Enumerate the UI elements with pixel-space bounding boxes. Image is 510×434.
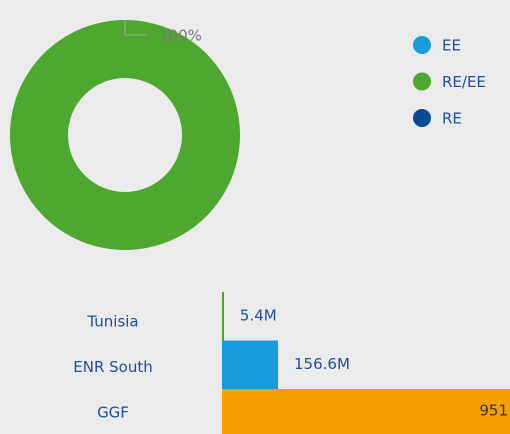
data-label: 100% (159, 27, 202, 45)
category-label: ENR South (73, 358, 152, 376)
leader-line (124, 20, 147, 36)
bar (222, 340, 279, 389)
bar (222, 389, 510, 434)
data-label: 5.4M (240, 307, 277, 325)
legend-swatch (413, 72, 431, 91)
legend-label: RE/EE (442, 73, 486, 91)
legend-swatch (413, 109, 431, 127)
data-label: 156.6M (294, 355, 350, 373)
legend-label: EE (442, 37, 461, 55)
category-label: Tunisia (86, 313, 138, 331)
donut-segment (10, 20, 240, 250)
legend-label: RE (442, 110, 462, 128)
legend-swatch (413, 36, 431, 54)
charts: EE 100% RE/EE RE Tunisia 5.4M ENR South 156.6M G… (10, 20, 510, 434)
data-label: 951 (479, 402, 508, 420)
bar (222, 292, 224, 341)
category-label: GGF (97, 404, 129, 422)
